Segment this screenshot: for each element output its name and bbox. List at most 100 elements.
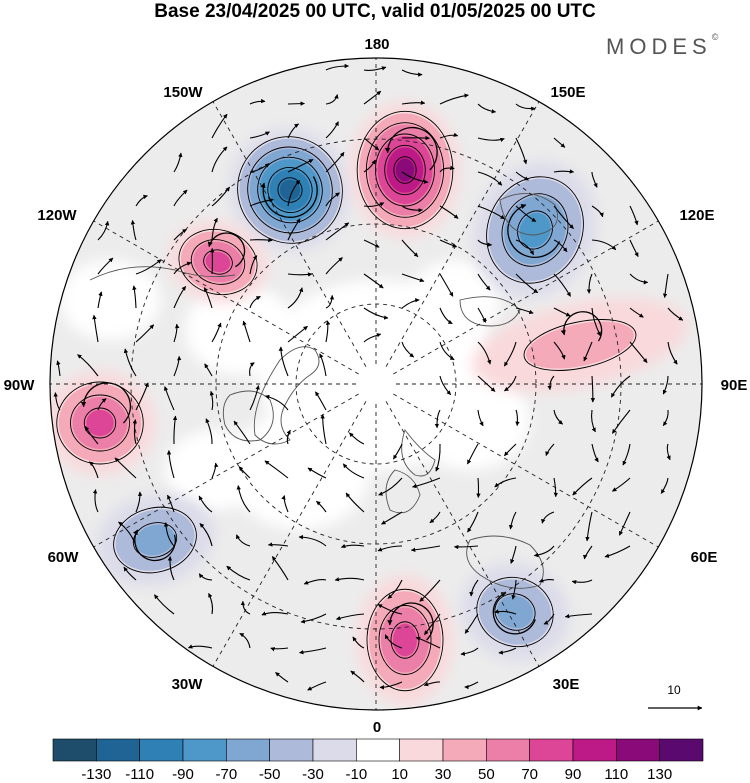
wind-arrow xyxy=(249,255,258,275)
wind-arrow xyxy=(586,273,593,294)
meridian-line xyxy=(212,401,367,667)
wind-arrow xyxy=(503,341,517,367)
meridian-line xyxy=(93,393,359,548)
wind-arrow xyxy=(173,323,180,343)
wind-arrow xyxy=(303,578,327,585)
wind-arrow xyxy=(667,341,678,365)
wind-arrow xyxy=(363,159,376,173)
wind-arrow xyxy=(378,477,403,496)
wind-arrow xyxy=(325,222,350,241)
wind-arrow xyxy=(173,261,192,275)
wind-arrow xyxy=(264,460,289,479)
wind-arrow xyxy=(249,131,270,139)
positive-anomaly xyxy=(472,297,688,393)
wind-arrow xyxy=(167,556,175,581)
wind-arrow xyxy=(477,409,484,427)
wind-arrow xyxy=(287,159,314,173)
map-border xyxy=(49,57,703,711)
wind-arrow xyxy=(123,566,137,581)
negative-anomaly xyxy=(229,128,351,252)
wind-arrow xyxy=(553,239,568,253)
colorbar-swatch xyxy=(399,738,444,762)
wind-arrow xyxy=(662,273,669,299)
wind-arrow xyxy=(439,205,459,219)
wind-arrow xyxy=(320,414,327,445)
wind-arrow xyxy=(352,636,365,649)
wind-arrow xyxy=(163,386,175,411)
positive-anomaly xyxy=(50,371,155,475)
wind-arrow xyxy=(335,613,365,621)
wind-arrow xyxy=(130,219,137,241)
wind-arrow xyxy=(515,171,529,181)
wind-arrow xyxy=(511,579,517,600)
wind-arrow xyxy=(363,202,385,207)
wind-arrow xyxy=(464,681,479,690)
wind-arrow xyxy=(477,205,505,220)
wind-arrow xyxy=(135,324,155,343)
wind-arrow xyxy=(591,443,599,463)
colorbar-tick-label: -50 xyxy=(259,766,281,783)
wind-arrow xyxy=(97,398,107,411)
wind-arrow xyxy=(515,137,528,165)
wind-arrow xyxy=(173,152,183,173)
lon-label-30e: 30E xyxy=(553,676,580,693)
modes-logo: MODES© xyxy=(606,32,719,59)
wind-arrow xyxy=(77,354,99,377)
wind-arrow xyxy=(363,273,384,289)
wind-arrow xyxy=(172,415,178,445)
wind-arrow xyxy=(477,103,497,114)
colorbar-swatch xyxy=(356,738,400,762)
wind-arrow xyxy=(267,542,289,547)
wind-arrow xyxy=(515,307,534,314)
wind-arrow xyxy=(287,180,301,207)
wind-arrow xyxy=(377,603,403,615)
wind-arrow xyxy=(477,307,487,323)
wind-arrow xyxy=(401,171,429,184)
wind-arrow xyxy=(249,295,261,309)
wind-arrow xyxy=(629,239,639,257)
wind-arrow xyxy=(477,171,503,186)
map-title: Base 23/04/2025 00 UTC, valid 01/05/2025… xyxy=(154,1,596,22)
wind-arrow xyxy=(92,489,99,513)
meridian-line xyxy=(385,401,540,667)
wind-arrow xyxy=(419,579,441,602)
wind-arrow xyxy=(591,307,601,337)
vector-key-label: 10 xyxy=(667,683,681,697)
wind-arrow xyxy=(553,137,566,148)
wind-arrow xyxy=(662,409,669,426)
wind-arrow xyxy=(363,307,389,320)
wind-arrow xyxy=(286,429,291,445)
meridian-line xyxy=(93,220,359,375)
wind-arrow xyxy=(135,491,143,513)
wind-arrow xyxy=(233,420,251,445)
wind-arrow xyxy=(467,443,479,465)
positive-anomaly xyxy=(350,102,460,238)
meridian-line xyxy=(393,220,659,375)
wind-arrow xyxy=(345,492,365,513)
wind-arrow xyxy=(610,375,631,398)
wind-arrow xyxy=(287,272,313,277)
lon-label-30w: 30W xyxy=(172,676,204,693)
wind-arrow xyxy=(240,600,251,615)
wind-arrow xyxy=(583,341,593,362)
wind-arrow xyxy=(242,320,251,343)
wind-arrow xyxy=(92,314,99,343)
wind-arrow xyxy=(460,647,479,656)
wind-arrow xyxy=(439,273,454,297)
wind-arrow xyxy=(300,613,327,624)
wind-arrow xyxy=(287,218,301,241)
wind-arrow xyxy=(325,257,343,275)
wind-arrow xyxy=(307,681,327,691)
wind-arrow xyxy=(477,239,493,247)
wind-arrow xyxy=(325,192,340,207)
wind-arrow xyxy=(582,545,593,560)
wind-arrow xyxy=(553,205,574,229)
wind-arrow xyxy=(410,545,441,552)
wind-arrow xyxy=(504,375,517,392)
wind-arrow xyxy=(541,511,555,524)
wind-arrow xyxy=(508,511,517,530)
wind-arrow xyxy=(271,556,289,581)
wind-arrow xyxy=(439,341,455,361)
vector-key: 10 xyxy=(648,683,703,711)
lon-label-60e: 60E xyxy=(691,549,718,566)
